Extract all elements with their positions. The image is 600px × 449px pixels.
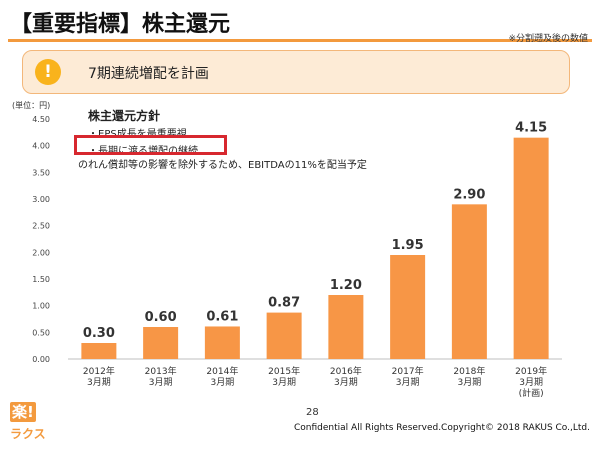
- highlight-banner: [22, 50, 570, 94]
- data-label: 2.90: [453, 187, 485, 202]
- y-tick-label: 4.00: [32, 142, 50, 151]
- page-title: 【重要指標】株主還元: [10, 12, 231, 37]
- y-tick-label: 3.00: [32, 195, 50, 204]
- y-tick-label: 4.50: [32, 115, 50, 124]
- bar: [390, 255, 426, 359]
- data-label: 4.15: [515, 121, 547, 136]
- y-tick-label: 2.00: [32, 248, 50, 257]
- policy-item: ・長期に渡る増配の継続: [88, 146, 198, 157]
- x-tick-label: 2015年 3月期: [268, 365, 300, 388]
- banner-text: 7期連続増配を計画: [88, 66, 209, 82]
- split-adjusted-note: ※分割遡及後の数値: [508, 34, 588, 44]
- policy-item: のれん償却等の影響を除外するため、EBITDAの11%を配当予定: [78, 160, 367, 171]
- data-label: 0.60: [145, 310, 177, 325]
- logo-text: ラクス: [10, 427, 46, 441]
- y-tick-label: 1.50: [32, 275, 50, 284]
- x-tick-label: 2014年 3月期: [206, 365, 238, 388]
- bar: [266, 312, 302, 359]
- bar: [204, 326, 240, 359]
- y-tick-label: 3.50: [32, 168, 50, 177]
- x-tick-label: 2017年 3月期: [392, 365, 424, 388]
- y-tick-label: 0.50: [32, 328, 50, 337]
- page-number: 28: [306, 407, 319, 418]
- x-tick-label: 2012年 3月期: [83, 365, 115, 388]
- x-tick-label: 2013年 3月期: [145, 365, 177, 388]
- data-label: 0.87: [268, 296, 300, 311]
- data-label: 0.61: [206, 309, 238, 324]
- data-label: 0.30: [83, 326, 115, 341]
- y-tick-label: 1.00: [32, 302, 50, 311]
- title-underline: [8, 39, 592, 42]
- bar: [328, 295, 364, 359]
- policy-item: ・EPS成長を最重要視: [88, 129, 187, 140]
- unit-label: (単位：円): [12, 101, 51, 110]
- emphasis-box: [74, 135, 227, 155]
- x-tick-label: 2019年 3月期(計画): [515, 365, 547, 399]
- bar: [81, 343, 117, 359]
- data-label: 1.95: [392, 238, 424, 253]
- y-tick-label: 0.00: [32, 355, 50, 364]
- x-tick-label: 2018年 3月期: [453, 365, 485, 388]
- x-tick-label: 2016年 3月期: [330, 365, 362, 388]
- logo-mark: 楽!: [10, 402, 36, 422]
- data-label: 1.20: [330, 278, 362, 293]
- bar: [513, 137, 549, 359]
- policy-heading: 株主還元方針: [88, 109, 161, 123]
- exclamation-icon: !: [35, 59, 61, 85]
- y-tick-label: 2.50: [32, 222, 50, 231]
- bar: [451, 204, 487, 359]
- copyright-text: Confidential All Rights Reserved.Copyrig…: [294, 423, 590, 433]
- bar: [143, 327, 179, 359]
